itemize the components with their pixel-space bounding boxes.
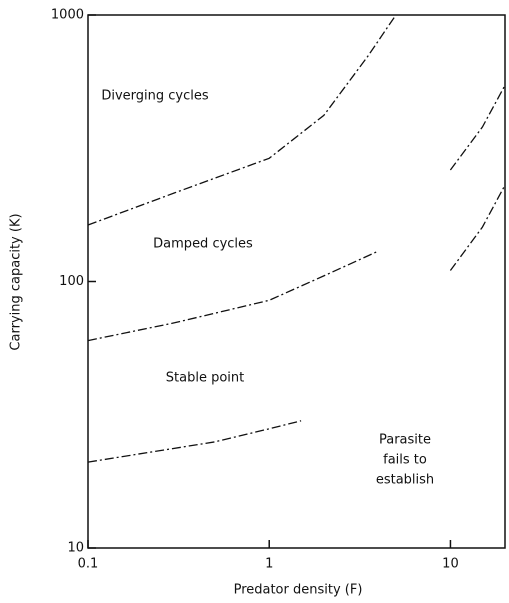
region-label: fails to <box>383 453 427 468</box>
region-label: Stable point <box>166 371 244 386</box>
y-tick-label: 1000 <box>51 8 84 23</box>
region-label: Damped cycles <box>153 237 253 252</box>
x-tick-label: 0.1 <box>78 557 99 572</box>
boundary-line <box>87 14 397 226</box>
boundary-line <box>449 184 506 271</box>
boundary-line <box>87 250 379 342</box>
x-tick-label: 1 <box>265 557 273 572</box>
x-tick-label: 10 <box>442 557 459 572</box>
region-label: establish <box>376 473 434 488</box>
region-label: Parasite <box>379 433 431 448</box>
region-label: Diverging cycles <box>101 89 209 104</box>
y-tick-label: 10 <box>67 541 84 556</box>
boundary-line <box>87 420 302 463</box>
y-axis-label: Carrying capacity (K) <box>9 213 24 350</box>
boundary-line <box>449 84 506 171</box>
y-tick-label: 100 <box>59 274 84 289</box>
x-axis-label: Predator density (F) <box>234 583 363 598</box>
